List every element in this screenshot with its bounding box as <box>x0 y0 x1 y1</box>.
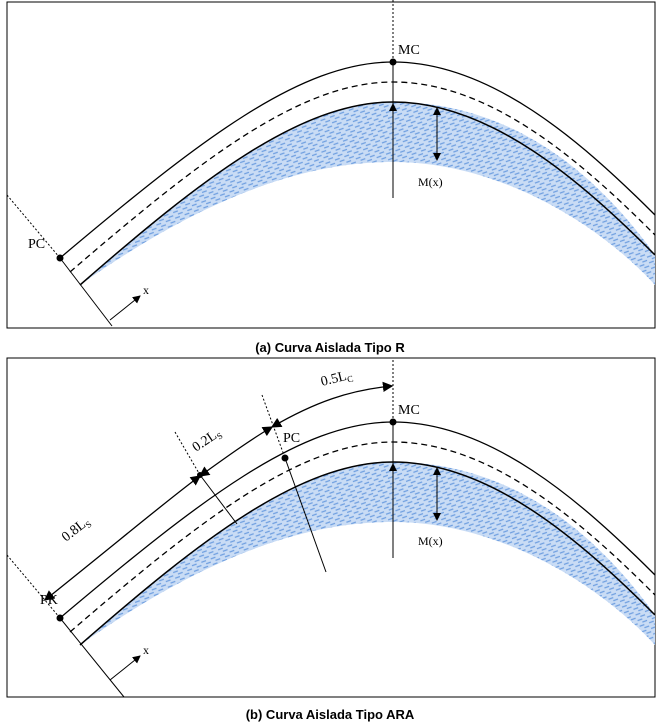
label: x <box>143 643 149 657</box>
road <box>57 360 656 680</box>
label: M(x) <box>418 175 443 189</box>
road <box>57 0 656 320</box>
pk-line <box>60 618 124 697</box>
length-label: 0.5L <box>319 369 348 390</box>
length-label: 0.8LS <box>59 514 93 546</box>
caption: (b) Curva Aislada Tipo ARA <box>246 707 415 722</box>
pc-point <box>282 455 289 462</box>
label: MC <box>398 43 420 58</box>
label: PC <box>28 237 45 252</box>
label: x <box>143 283 149 297</box>
length-arrow <box>272 386 392 427</box>
label: M(x) <box>418 534 443 548</box>
label: PK <box>40 593 58 608</box>
label: PC <box>283 431 300 446</box>
length-label: 0.5LC <box>319 368 354 391</box>
length-label: 0.2LS <box>190 426 225 457</box>
ls-line <box>200 475 237 524</box>
label: MC <box>398 403 420 418</box>
diagram: PC MC M(x) x (a) Curva Aislada Tipo R PK… <box>0 0 661 727</box>
caption: (a) Curva Aislada Tipo R <box>255 340 405 355</box>
pk-line <box>7 555 60 618</box>
subscript: C <box>346 373 354 384</box>
